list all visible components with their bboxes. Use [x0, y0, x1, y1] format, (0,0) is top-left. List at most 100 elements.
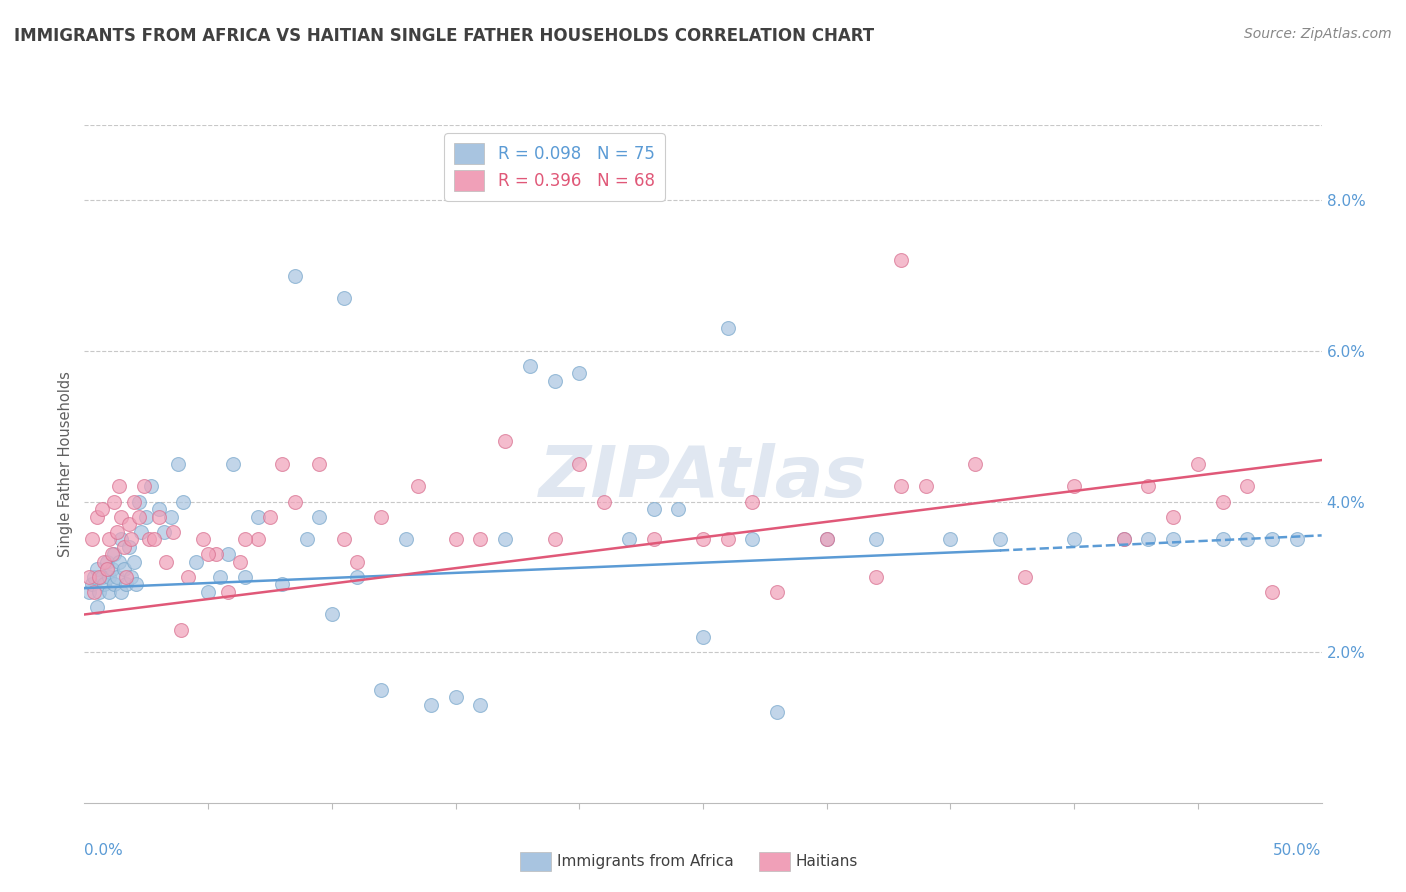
- Point: [321, 607, 343, 622]
- Point: [162, 524, 184, 539]
- Point: [89, 585, 111, 599]
- Text: IMMIGRANTS FROM AFRICA VS HAITIAN SINGLE FATHER HOUSEHOLDS CORRELATION CHART: IMMIGRANTS FROM AFRICA VS HAITIAN SINGLE…: [14, 27, 875, 45]
- Point: [815, 532, 838, 546]
- Point: [643, 532, 665, 546]
- Point: [717, 532, 740, 546]
- Point: [191, 532, 214, 546]
- Point: [80, 577, 103, 591]
- Point: [284, 494, 307, 508]
- Point: [444, 532, 467, 546]
- Point: [93, 555, 115, 569]
- Point: [1137, 479, 1160, 493]
- Point: [172, 494, 194, 508]
- Point: [122, 555, 145, 569]
- Point: [177, 570, 200, 584]
- Point: [118, 540, 141, 554]
- Point: [115, 570, 138, 584]
- Point: [1212, 532, 1234, 546]
- Point: [370, 509, 392, 524]
- Point: [271, 457, 294, 471]
- Point: [148, 509, 170, 524]
- Point: [128, 494, 150, 508]
- Point: [112, 540, 135, 554]
- Point: [90, 570, 112, 584]
- Point: [1236, 479, 1258, 493]
- Point: [568, 367, 591, 381]
- Point: [914, 479, 936, 493]
- Point: [741, 532, 763, 546]
- Point: [152, 524, 174, 539]
- Point: [80, 532, 103, 546]
- Point: [1212, 494, 1234, 508]
- Point: [494, 532, 516, 546]
- Point: [160, 509, 183, 524]
- Point: [1063, 532, 1085, 546]
- Point: [470, 532, 492, 546]
- Point: [568, 457, 591, 471]
- Point: [865, 570, 887, 584]
- Text: Immigrants from Africa: Immigrants from Africa: [557, 855, 734, 869]
- Point: [643, 502, 665, 516]
- Point: [519, 359, 541, 373]
- Point: [83, 585, 105, 599]
- Point: [120, 532, 142, 546]
- Point: [766, 706, 789, 720]
- Point: [939, 532, 962, 546]
- Point: [1285, 532, 1308, 546]
- Point: [135, 509, 157, 524]
- Point: [271, 577, 294, 591]
- Point: [229, 555, 252, 569]
- Point: [295, 532, 318, 546]
- Point: [890, 479, 912, 493]
- Point: [142, 532, 165, 546]
- Point: [666, 502, 689, 516]
- Point: [246, 509, 269, 524]
- Y-axis label: Single Father Households: Single Father Households: [58, 371, 73, 557]
- Legend: R = 0.098   N = 75, R = 0.396   N = 68: R = 0.098 N = 75, R = 0.396 N = 68: [444, 133, 665, 201]
- Point: [79, 585, 101, 599]
- Point: [129, 524, 152, 539]
- Point: [1236, 532, 1258, 546]
- Point: [197, 547, 219, 561]
- Point: [593, 494, 616, 508]
- Point: [98, 532, 121, 546]
- Point: [308, 457, 330, 471]
- Point: [259, 509, 281, 524]
- Point: [103, 547, 125, 561]
- Text: Haitians: Haitians: [796, 855, 858, 869]
- Point: [444, 690, 467, 705]
- Point: [112, 562, 135, 576]
- Point: [155, 555, 177, 569]
- Point: [617, 532, 640, 546]
- Point: [246, 532, 269, 546]
- Point: [100, 547, 122, 561]
- Point: [118, 517, 141, 532]
- Point: [222, 457, 245, 471]
- Point: [1161, 532, 1184, 546]
- Point: [419, 698, 441, 712]
- Point: [93, 577, 115, 591]
- Point: [148, 502, 170, 516]
- Point: [89, 570, 111, 584]
- Point: [308, 509, 330, 524]
- Point: [1161, 509, 1184, 524]
- Point: [1187, 457, 1209, 471]
- Text: 0.0%: 0.0%: [84, 843, 124, 858]
- Point: [103, 494, 125, 508]
- Point: [692, 630, 714, 644]
- Point: [1112, 532, 1135, 546]
- Point: [865, 532, 887, 546]
- Point: [692, 532, 714, 546]
- Point: [115, 577, 138, 591]
- Point: [120, 570, 142, 584]
- Point: [83, 570, 105, 584]
- Point: [122, 494, 145, 508]
- Point: [333, 291, 356, 305]
- Point: [103, 577, 125, 591]
- Point: [110, 532, 132, 546]
- Text: Source: ZipAtlas.com: Source: ZipAtlas.com: [1244, 27, 1392, 41]
- Point: [105, 570, 128, 584]
- Point: [197, 585, 219, 599]
- Point: [86, 509, 108, 524]
- Point: [494, 434, 516, 449]
